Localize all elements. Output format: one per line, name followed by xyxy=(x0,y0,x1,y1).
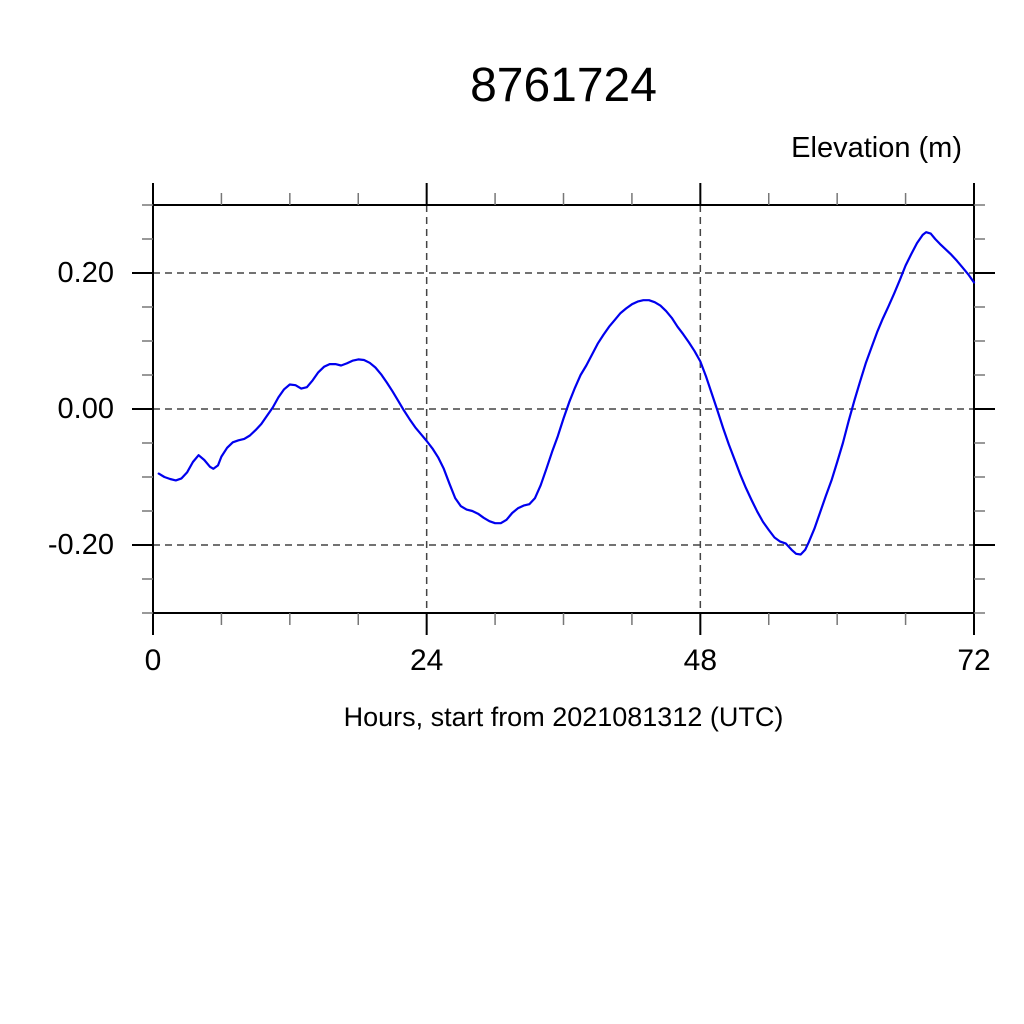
x-axis-title: Hours, start from 2021081312 (UTC) xyxy=(343,702,784,732)
elevation-series-line xyxy=(157,231,976,556)
y-tick-label: -0.20 xyxy=(47,529,114,561)
y-tick-label: 0.00 xyxy=(57,393,114,425)
x-tick-label: 72 xyxy=(957,644,991,677)
x-tick-label: 0 xyxy=(144,644,162,677)
chart-title-station-id: 8761724 xyxy=(470,59,657,112)
x-tick-label: 48 xyxy=(683,644,718,677)
y-tick-label: 0.20 xyxy=(57,257,114,289)
y-axis-title: Elevation (m) xyxy=(791,132,962,164)
x-tick-label: 24 xyxy=(409,644,444,677)
